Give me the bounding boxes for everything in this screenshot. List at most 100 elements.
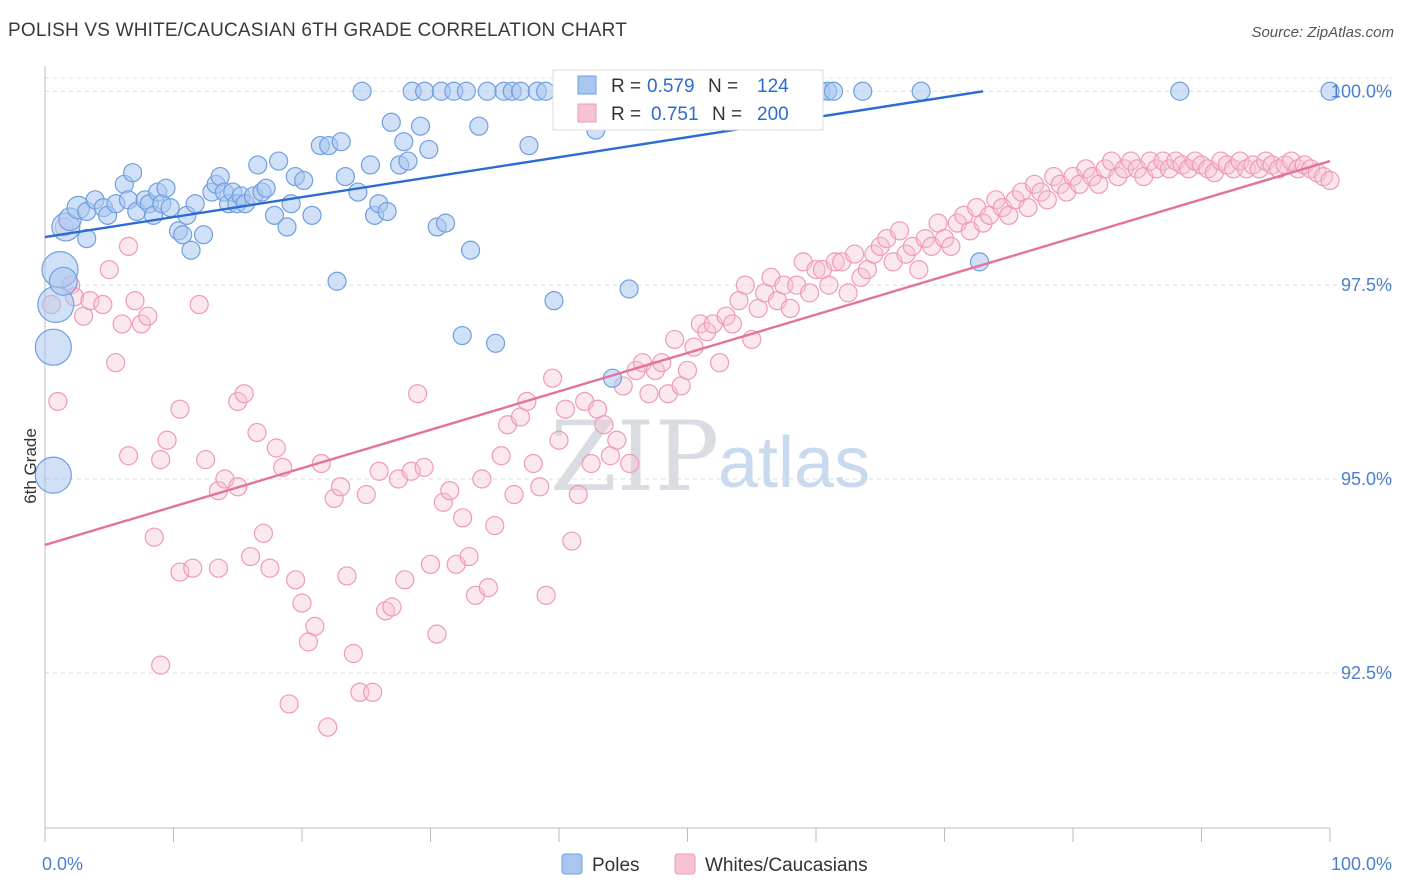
poles-point — [160, 197, 180, 218]
whites-point — [1076, 159, 1096, 179]
whites-point — [973, 213, 993, 233]
whites-point — [542, 368, 563, 388]
whites-point — [292, 593, 312, 613]
whites-point — [285, 570, 306, 590]
whites-point — [80, 291, 100, 311]
poles-point — [256, 178, 276, 198]
poles-point — [410, 116, 431, 136]
poles-point — [398, 151, 418, 171]
whites-point — [144, 527, 164, 547]
whites-point — [909, 260, 929, 280]
whites-point — [478, 577, 498, 598]
svg-text:N =: N = — [712, 104, 742, 125]
whites-point — [722, 314, 743, 334]
poles-point — [477, 81, 497, 101]
whites-point — [330, 477, 351, 497]
whites-point — [1024, 174, 1045, 194]
whites-n-value: 200 — [757, 104, 789, 125]
whites-point — [241, 546, 261, 567]
whites-point — [337, 566, 357, 586]
whites-point — [620, 453, 640, 474]
poles-point — [352, 81, 372, 101]
whites-point — [253, 523, 274, 543]
whites-point — [1121, 151, 1141, 171]
whites-point — [825, 252, 845, 272]
whites-point — [915, 229, 935, 249]
svg-text:R =: R = — [611, 104, 641, 125]
whites-point — [440, 481, 460, 501]
whites-point — [844, 244, 865, 264]
poles-point — [269, 151, 289, 171]
poles-point — [277, 217, 297, 237]
poles-point — [511, 81, 531, 101]
poles-point — [415, 81, 435, 101]
whites-point — [864, 244, 884, 264]
whites-point — [568, 484, 588, 505]
poles-point — [485, 333, 506, 353]
whites-point — [356, 484, 376, 505]
whites-point — [234, 384, 254, 404]
whites-point — [1320, 170, 1340, 191]
whites-point — [581, 453, 601, 474]
whites-point — [896, 244, 916, 264]
whites-point — [594, 415, 614, 435]
whites-point — [934, 229, 955, 249]
poles-trend-line — [44, 90, 984, 239]
whites-point — [48, 391, 68, 412]
whites-point — [151, 450, 171, 470]
whites-point — [806, 260, 826, 280]
chart-title: POLISH VS WHITE/CAUCASIAN 6TH GRADE CORR… — [8, 20, 628, 41]
poles-point — [48, 266, 78, 296]
poles-point — [435, 213, 456, 233]
poles-point — [394, 132, 414, 152]
whites-point — [151, 655, 171, 675]
whites-point — [735, 275, 755, 295]
poles-point — [519, 135, 539, 156]
poles-point — [823, 81, 844, 101]
whites-point — [343, 643, 363, 664]
whites-point — [665, 329, 685, 350]
whites-point — [562, 531, 582, 551]
poles-point — [123, 163, 143, 183]
whites-point — [536, 585, 556, 605]
whites-point — [189, 294, 209, 315]
legend-swatch-whites — [674, 853, 696, 875]
whites-point — [1159, 159, 1179, 179]
poles-point — [460, 240, 481, 260]
legend-label-poles: Poles — [592, 855, 640, 876]
whites-point — [369, 461, 389, 481]
legend-swatch-poles — [561, 853, 583, 875]
whites-point — [157, 430, 177, 450]
poles-point — [469, 116, 489, 136]
poles-point — [156, 178, 176, 198]
poles-point — [360, 155, 381, 175]
whites-point — [93, 294, 113, 315]
watermark-atlas: atlas — [718, 423, 870, 503]
whites-point — [125, 291, 145, 311]
whites-point — [408, 384, 428, 404]
poles-point — [853, 81, 873, 101]
whites-point — [118, 236, 139, 256]
whites-point — [1179, 159, 1199, 179]
poles-point — [381, 112, 401, 132]
whites-point — [401, 461, 421, 481]
poles-point — [452, 325, 472, 346]
whites-point — [305, 616, 325, 636]
whites-point — [459, 546, 479, 567]
poles-point — [377, 201, 397, 222]
whites-point — [118, 446, 139, 466]
poles-point — [327, 271, 347, 291]
whites-point — [395, 570, 415, 590]
whites-point — [279, 694, 299, 714]
poles-point — [294, 170, 314, 191]
poles-point — [544, 291, 564, 311]
whites-point — [324, 488, 344, 509]
y-tick-label: 100.0% — [1331, 81, 1392, 101]
whites-point — [523, 453, 543, 474]
whites-point — [941, 236, 961, 256]
poles-n-value: 124 — [757, 76, 789, 97]
whites-point — [1037, 190, 1057, 210]
whites-point — [1044, 166, 1064, 187]
poles-point — [193, 225, 214, 245]
